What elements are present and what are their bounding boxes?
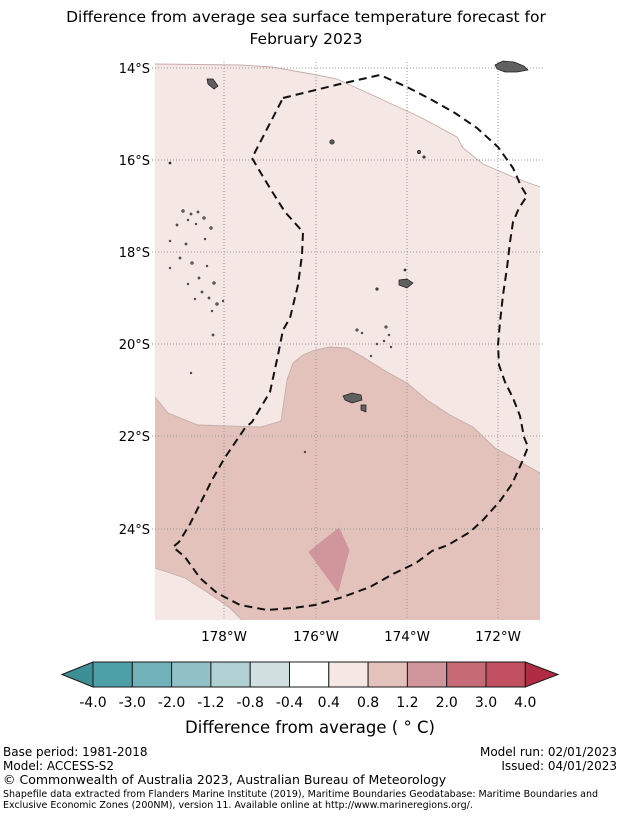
xtick-178w: 178°W [201,629,247,645]
contour-edges [154,63,541,621]
cbtick: 0.8 [357,695,379,711]
gridlines [152,62,543,620]
colorbar-arrow-left [60,661,94,688]
island-niuafoou [329,139,335,145]
island-group-vavau [375,268,414,291]
xtick-176w: 176°W [293,629,339,645]
x-axis-tick-labels: 178°W 176°W 174°W 172°W [201,629,521,645]
island-northwest [206,78,219,90]
colorbar-segment [328,661,369,688]
ytick-14s: 14°S [119,62,150,77]
cbtick: -2.0 [158,695,185,711]
colorbar-segment [406,661,448,688]
copyright-text: © Commonwealth of Australia 2023, Austra… [3,772,447,787]
title-line-2: February 2023 [249,30,363,48]
colorbar [60,661,560,688]
island-tongatapu [342,392,363,404]
cbtick: 4.0 [514,695,536,711]
region-anomaly-1.2-2.0 [308,527,350,593]
page-title: Difference from average sea surface temp… [0,6,612,50]
island-group-haapai [303,325,393,454]
ytick-22s: 22°S [119,430,150,445]
cbtick: 1.2 [396,695,418,711]
cbtick: -4.0 [79,695,106,711]
ytick-24s: 24°S [119,523,150,538]
sst-anomaly-map-figure: 14°S 16°S 18°S 20°S 22°S 24°S 178°W 176°… [60,60,560,737]
title-line-1: Difference from average sea surface temp… [66,8,546,26]
ytick-18s: 18°S [119,246,150,261]
ytick-20s: 20°S [119,338,150,353]
colorbar-segment [289,661,330,688]
map-plot-area [154,63,541,621]
xtick-172w: 172°W [475,629,521,645]
colorbar-tick-labels: -4.0 -3.0 -2.0 -1.2 -0.8 -0.4 0.4 0.8 1.… [79,695,536,711]
attribution-line-1: Shapefile data extracted from Flanders M… [3,789,599,800]
colorbar-segment [485,661,526,688]
cbtick: -1.2 [197,695,224,711]
xtick-174w: 174°W [384,629,430,645]
colorbar-segment [210,661,251,688]
colorbar-segment [171,661,212,688]
cbtick: -0.4 [276,695,303,711]
cbtick: -3.0 [119,695,146,711]
colorbar-segment [92,661,133,688]
colorbar-segment [367,661,408,688]
ytick-16s: 16°S [119,154,150,169]
base-period-text: Base period: 1981-2018 [3,745,148,759]
eez-boundary [171,73,530,612]
cbtick: 2.0 [436,695,458,711]
cbtick: 3.0 [475,695,497,711]
colorbar-segment [249,661,290,688]
colorbar-segment [446,661,487,688]
issued-text: Issued: 04/01/2023 [501,759,617,773]
cbtick: -0.8 [237,695,264,711]
island-savaii-upolu [494,60,529,73]
y-axis-tick-labels: 14°S 16°S 18°S 20°S 22°S 24°S [119,62,150,538]
colorbar-axis-label: Difference from average ( ° C) [185,718,435,737]
region-anomaly-0.8-1.2 [155,347,540,620]
attribution-line-2: Exclusive Economic Zones (200NM), versio… [3,800,473,811]
island-eua [360,404,367,413]
island-group-lau [168,209,225,375]
cbtick: 0.4 [318,695,340,711]
colorbar-segment [131,661,173,688]
colorbar-arrow-right [524,661,560,688]
model-run-text: Model run: 02/01/2023 [479,745,617,759]
islands [168,60,529,454]
model-text: Model: ACCESS-S2 [3,759,115,773]
